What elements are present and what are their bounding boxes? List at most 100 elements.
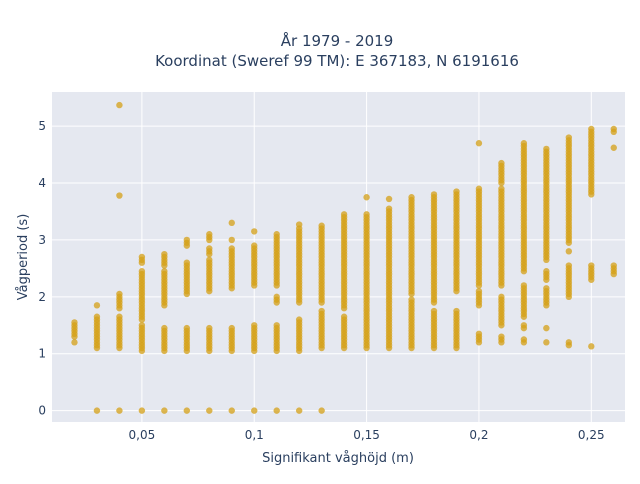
data-point [161, 268, 168, 275]
data-point [588, 262, 595, 269]
grid-lines [52, 92, 625, 422]
data-point [520, 336, 528, 343]
data-point [430, 307, 438, 315]
data-point [273, 322, 280, 329]
data-point [228, 219, 235, 227]
data-point [183, 407, 191, 414]
data-point [138, 322, 146, 329]
data-point [475, 330, 483, 338]
data-point [93, 407, 101, 414]
x-tick-label: 0,25 [578, 428, 605, 442]
y-axis-ticks: 0 1 2 3 4 5 [38, 119, 46, 417]
data-point [498, 185, 505, 192]
data-point [93, 302, 101, 309]
data-point [588, 343, 595, 350]
data-point [116, 290, 123, 298]
data-point [453, 307, 460, 315]
x-tick-label: 0,1 [245, 428, 264, 442]
data-point [340, 313, 348, 320]
data-point [543, 145, 550, 153]
data-point [498, 293, 505, 301]
data-point [228, 324, 235, 332]
data-point [498, 159, 505, 167]
data-point [498, 333, 505, 340]
data-point [228, 407, 235, 414]
data-point [116, 101, 123, 109]
data-point [453, 188, 460, 195]
data-point [565, 134, 573, 141]
data-point [206, 324, 213, 332]
y-tick-label: 4 [38, 176, 46, 190]
data-point [183, 259, 191, 266]
data-point [385, 205, 393, 212]
data-point [295, 407, 303, 414]
data-point [340, 211, 348, 218]
y-tick-label: 3 [38, 233, 46, 247]
data-point [183, 324, 191, 332]
data-point [251, 322, 258, 329]
data-point [475, 185, 483, 192]
data-point [116, 192, 123, 199]
chart-title-line1: År 1979 - 2019 [281, 31, 394, 50]
data-point [206, 231, 213, 238]
data-point [295, 316, 303, 323]
data-point [565, 248, 573, 255]
data-point [161, 250, 168, 258]
data-point [71, 339, 78, 346]
data-point [475, 287, 483, 295]
data-point [273, 293, 280, 301]
data-point [543, 285, 550, 292]
y-tick-label: 0 [38, 404, 46, 418]
y-tick-label: 1 [38, 347, 46, 361]
data-point [408, 194, 415, 201]
chart-title-line2: Koordinat (Sweref 99 TM): E 367183, N 61… [155, 52, 519, 70]
data-point [183, 236, 191, 244]
data-point [543, 268, 550, 275]
data-point [251, 242, 258, 249]
data-point [363, 194, 370, 201]
data-point [273, 231, 280, 238]
data-point [251, 228, 258, 235]
data-point [206, 245, 213, 252]
data-point [161, 407, 168, 414]
data-point [520, 282, 528, 289]
data-point [138, 268, 146, 275]
data-point [251, 407, 258, 414]
x-tick-label: 0,2 [469, 428, 488, 442]
plot-area [52, 92, 625, 422]
data-point [206, 256, 213, 264]
data-point [588, 125, 595, 133]
data-point [520, 322, 528, 329]
data-point [116, 407, 123, 414]
data-point [565, 339, 573, 346]
data-point [610, 262, 617, 269]
data-point [543, 324, 550, 332]
data-point [93, 313, 101, 320]
data-point [430, 191, 438, 198]
data-point [385, 195, 393, 203]
data-point [295, 221, 303, 228]
data-point [363, 211, 370, 218]
data-point [408, 296, 415, 303]
data-point [520, 140, 528, 147]
data-point [116, 313, 123, 320]
data-point [475, 140, 483, 147]
data-point [138, 407, 146, 414]
x-axis-title: Signifikant våghöjd (m) [262, 451, 414, 466]
data-point [206, 407, 213, 414]
y-axis-title: Vågperiod (s) [16, 214, 31, 301]
data-point [161, 324, 168, 332]
data-point [138, 253, 146, 261]
data-point [71, 319, 78, 326]
data-points [71, 101, 617, 414]
y-tick-label: 2 [38, 290, 46, 304]
data-point [318, 307, 325, 315]
data-point [273, 407, 280, 414]
x-tick-label: 0,15 [353, 428, 380, 442]
data-point [543, 339, 550, 346]
x-axis-ticks: 0,05 0,1 0,15 0,2 0,25 [129, 428, 605, 442]
data-point [228, 236, 235, 244]
data-point [318, 407, 325, 414]
data-point [610, 144, 617, 151]
